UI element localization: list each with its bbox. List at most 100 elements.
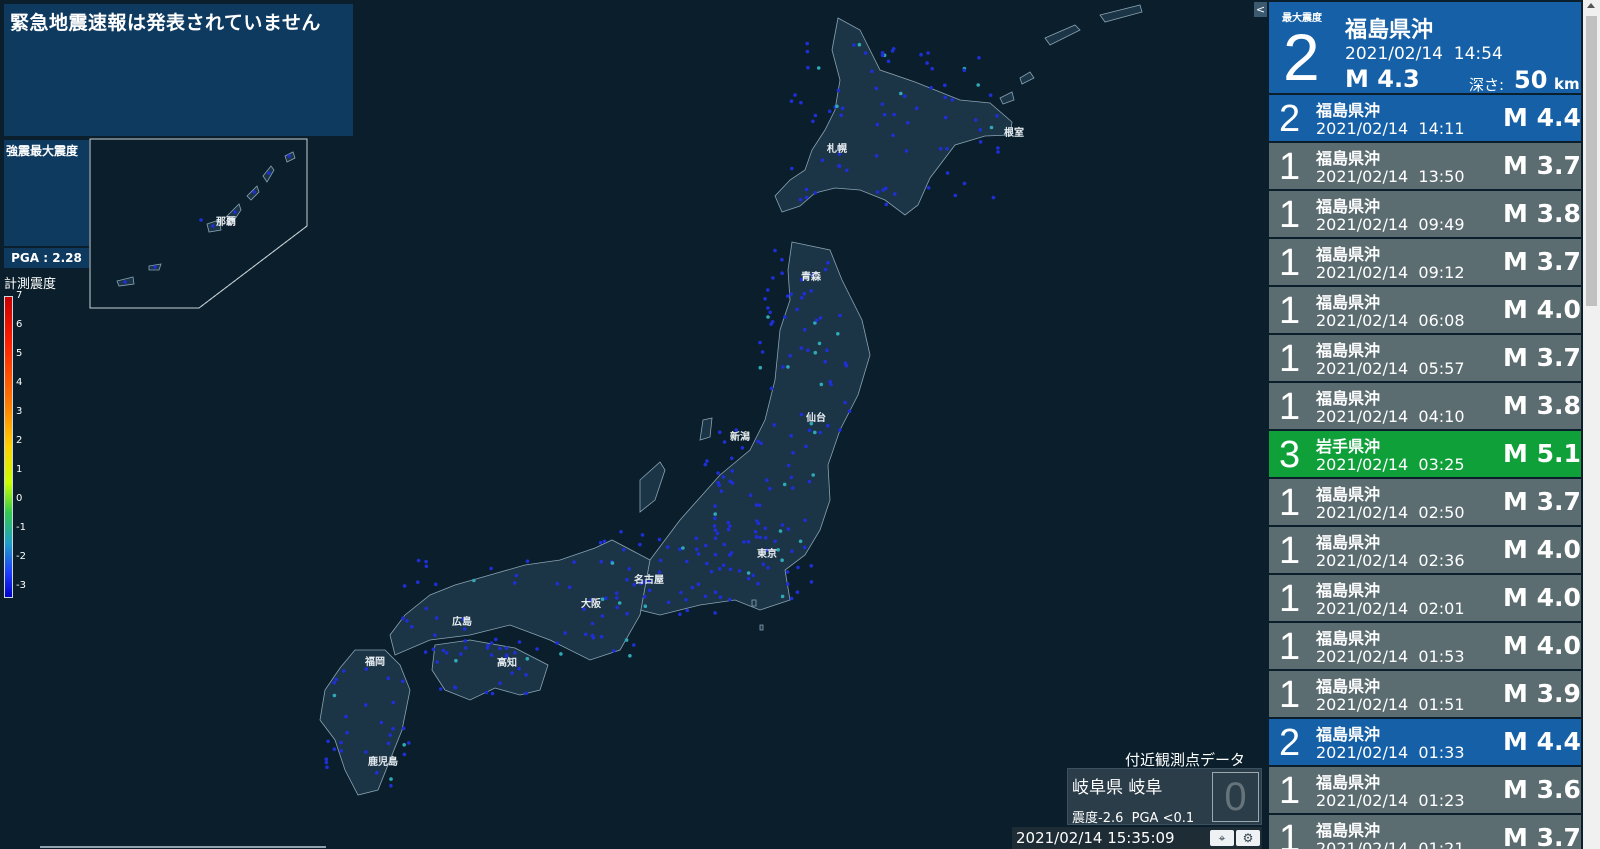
shindo-value: 1 [1279,674,1301,716]
station-dot [716,471,720,475]
station-dot [721,563,726,568]
station-dot [717,567,722,571]
eq-time: 2021/02/14 02:50 [1316,503,1465,522]
earthquake-list-item[interactable]: 3 岩手県沖 2021/02/14 03:25 M 5.1 [1269,431,1581,477]
shindo-value: 1 [1279,530,1301,572]
station-dot [678,547,682,551]
shikoku [431,639,549,701]
station-dot [407,741,411,745]
station-dot [989,125,994,130]
station-dot [780,523,785,527]
station-dot [772,423,777,427]
station-dot [799,412,804,417]
station-dot [758,340,762,345]
earthquake-history-list[interactable]: 2 福島県沖 2021/02/14 14:11 M 4.4 1 福島県沖 2021/02/1… [1269,95,1581,849]
station-dot [796,565,800,570]
station-dot [991,195,996,200]
station-dot [326,739,330,744]
earthquake-list-item[interactable]: 2 福島県沖 2021/02/14 01:33 M 4.4 [1269,719,1581,765]
eq-magnitude: M 3.8 [1503,199,1581,228]
station-dot [786,463,791,468]
station-dot [696,552,701,556]
scale-tick-label: 2 [16,435,23,446]
earthquake-list-item[interactable]: 1 福島県沖 2021/02/14 02:36 M 4.0 [1269,527,1581,573]
depth-unit: km [1554,75,1580,93]
scale-tick-label: -3 [16,580,26,591]
latest-earthquake-card[interactable]: 最大震度 2 福島県沖 2021/02/14 14:54 M 4.3 深さ: 5… [1269,2,1581,94]
eq-magnitude: M 3.7 [1503,343,1581,372]
station-dot [504,654,509,658]
shindo-value: 1 [1279,770,1301,812]
earthquake-list-item[interactable]: 1 福島県沖 2021/02/14 09:12 M 3.7 [1269,239,1581,285]
earthquake-list-item[interactable]: 1 福島県沖 2021/02/14 01:23 M 3.6 [1269,767,1581,813]
station-dot [758,535,762,540]
station-dot [978,140,983,144]
scroll-thumb[interactable] [1586,16,1597,306]
station-dot [798,539,803,544]
station-dot [780,257,784,262]
nearby-station-panel: 岐阜県 岐阜 震度-2.6 PGA <0.1 0 [1067,768,1262,826]
station-dot [498,681,502,686]
eq-region: 福島県沖 [1316,677,1381,696]
station-dot [753,529,758,534]
station-dot [341,669,346,673]
eq-magnitude: M 4.4 [1503,103,1581,132]
earthquake-list-item[interactable]: 1 福島県沖 2021/02/14 02:50 M 3.7 [1269,479,1581,525]
station-dot [438,687,443,691]
scale-tick-label: 0 [16,493,23,504]
city-label: 東京 [757,547,777,560]
latest-shindo-value: 2 [1283,20,1320,94]
station-dot [713,528,718,532]
earthquake-list-item[interactable]: 1 福島県沖 2021/02/14 13:50 M 3.7 [1269,143,1581,189]
eq-time: 2021/02/14 13:50 [1316,167,1465,186]
station-dot [789,292,793,296]
station-dot [805,49,810,54]
shindo-value: 1 [1279,626,1301,668]
earthquake-list-item[interactable]: 1 福島県沖 2021/02/14 01:53 M 4.0 [1269,623,1581,669]
eq-time: 2021/02/14 09:49 [1316,215,1465,234]
station-dot [730,469,735,473]
collapse-panel-button[interactable]: < [1254,2,1267,17]
current-time: 2021/02/14 15:35:09 [1016,829,1175,847]
station-dot [754,535,759,539]
latest-region: 福島県沖 [1345,18,1434,43]
panel-scrollbar[interactable] [1583,0,1600,849]
settings-button[interactable]: ⚙ [1236,830,1260,846]
station-dot [746,576,751,581]
station-dot [953,193,958,198]
station-dot [763,526,768,531]
station-dot [890,49,895,53]
station-dot [805,41,809,46]
station-dot [973,118,978,122]
station-dot [813,321,817,325]
earthquake-list-item[interactable]: 1 福島県沖 2021/02/14 02:01 M 4.0 [1269,575,1581,621]
station-dot [813,113,818,118]
station-dot [786,527,791,531]
station-dot [811,119,815,124]
station-dot [938,146,943,151]
shindo-value: 1 [1279,290,1301,332]
locate-button[interactable]: ⌖ [1210,830,1234,846]
station-dot [713,552,718,557]
station-dot [869,69,874,74]
station-dot [424,564,429,569]
earthquake-list-item[interactable]: 2 福島県沖 2021/02/14 14:11 M 4.4 [1269,95,1581,141]
eq-magnitude: M 3.7 [1503,487,1581,516]
earthquake-list-item[interactable]: 1 福島県沖 2021/02/14 09:49 M 3.8 [1269,191,1581,237]
station-dot [799,100,803,105]
earthquake-list-item[interactable]: 1 福島県沖 2021/02/14 06:08 M 4.0 [1269,287,1581,333]
station-dot [642,594,647,599]
scroll-up-arrow-icon[interactable] [1587,3,1595,8]
station-dot [995,114,999,118]
earthquake-list-item[interactable]: 1 福島県沖 2021/02/14 01:21 M 3.7 [1269,815,1581,849]
station-dot [880,102,885,106]
earthquake-list-item[interactable]: 1 福島県沖 2021/02/14 04:10 M 3.8 [1269,383,1581,429]
station-dot [778,529,783,533]
station-dot [826,260,830,265]
station-dot [572,560,576,564]
station-dot [364,667,369,671]
earthquake-list-item[interactable]: 1 福島県沖 2021/02/14 05:57 M 3.7 [1269,335,1581,381]
nearby-station-title: 付近観測点データ [1125,751,1246,769]
earthquake-list-item[interactable]: 1 福島県沖 2021/02/14 01:51 M 3.9 [1269,671,1581,717]
